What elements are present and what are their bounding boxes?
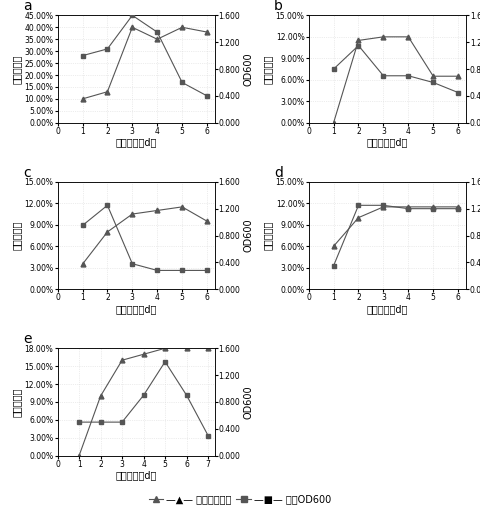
X-axis label: 生长时间（d）: 生长时间（d） [366, 304, 408, 314]
Y-axis label: 金属去除率: 金属去除率 [12, 221, 22, 250]
Text: a: a [23, 0, 32, 13]
Y-axis label: 金属去除率: 金属去除率 [263, 221, 273, 250]
X-axis label: 生长时间（d）: 生长时间（d） [366, 137, 408, 147]
Y-axis label: OD600: OD600 [243, 385, 253, 419]
Text: d: d [274, 166, 283, 180]
Y-axis label: 金属去除率: 金属去除率 [12, 387, 22, 417]
Text: c: c [23, 166, 31, 180]
Text: b: b [274, 0, 283, 13]
Y-axis label: 金属去除率: 金属去除率 [263, 54, 273, 84]
Text: e: e [23, 332, 32, 346]
X-axis label: 生长时间（d）: 生长时间（d） [115, 304, 157, 314]
Y-axis label: 金属去除率: 金属去除率 [12, 54, 22, 84]
Y-axis label: OD600: OD600 [243, 219, 253, 252]
Legend: —▲— 金属去除率；, —■— 菌液OD600: —▲— 金属去除率；, —■— 菌液OD600 [149, 495, 331, 505]
X-axis label: 生长时间（d）: 生长时间（d） [115, 137, 157, 147]
Y-axis label: OD600: OD600 [243, 52, 253, 86]
X-axis label: 生长时间（d）: 生长时间（d） [115, 470, 157, 480]
